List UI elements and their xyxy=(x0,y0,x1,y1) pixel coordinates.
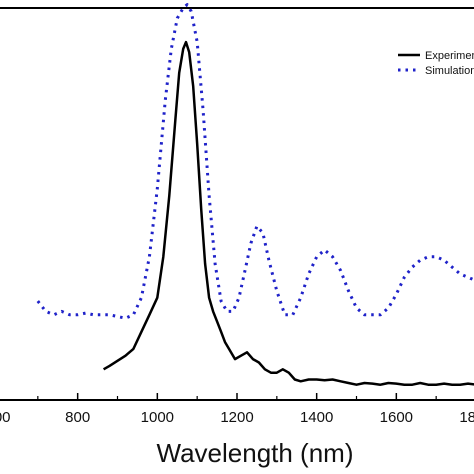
x-tick-label: 1000 xyxy=(141,409,174,426)
legend: Experiment Simulation xyxy=(398,50,474,77)
x-tick-label: 1200 xyxy=(220,409,253,426)
plot-area xyxy=(0,3,474,401)
legend-label-experiment: Experiment xyxy=(425,50,474,62)
x-tick-label: 1600 xyxy=(380,409,413,426)
legend-label-simulation: Simulation xyxy=(425,65,474,77)
plot-frame xyxy=(0,7,474,401)
series-line-experiment xyxy=(102,40,474,386)
x-tick-label: 1800 xyxy=(459,409,474,426)
x-tick-label: 1400 xyxy=(300,409,333,426)
series-line-simulation xyxy=(36,3,474,320)
x-tick-label: 800 xyxy=(65,409,90,426)
x-tick-label: 600 xyxy=(0,409,11,426)
x-axis-title: Wavelength (nm) xyxy=(157,438,354,468)
x-axis: 600 800 1000 1200 1400 1600 1800 xyxy=(0,393,474,426)
